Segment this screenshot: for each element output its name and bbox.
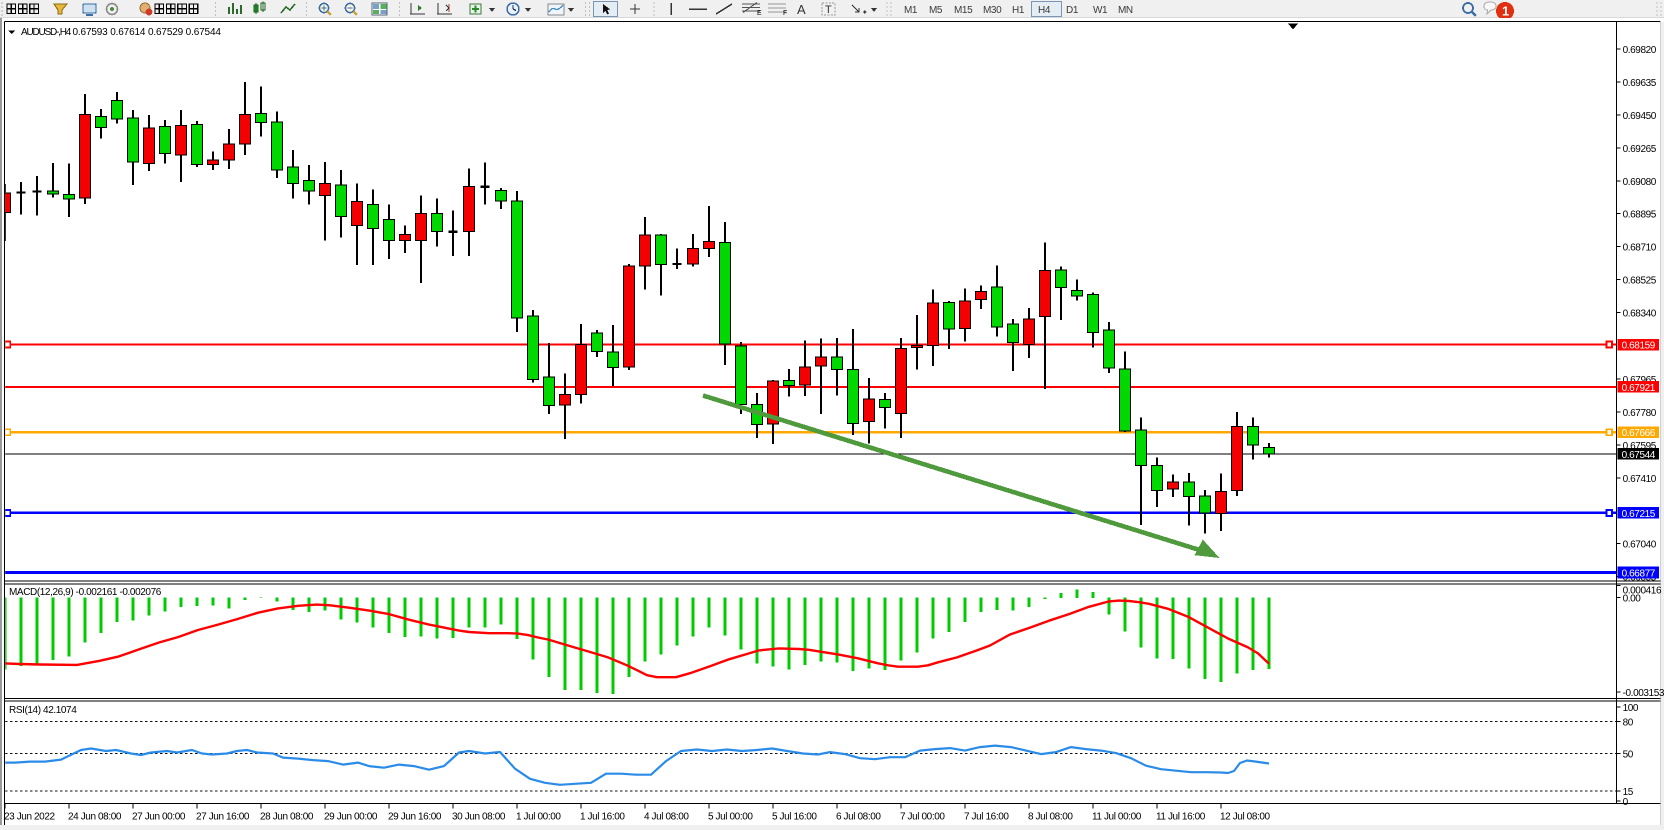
svg-text:80: 80 <box>1623 718 1634 729</box>
svg-text:11 Jul 16:00: 11 Jul 16:00 <box>1156 812 1206 823</box>
svg-text:0.69450: 0.69450 <box>1623 111 1657 122</box>
svg-text:0.68895: 0.68895 <box>1623 210 1657 221</box>
svg-text:7 Jul 16:00: 7 Jul 16:00 <box>964 812 1009 823</box>
svg-text:0.67593 0.67614 0.67529 0.6754: 0.67593 0.67614 0.67529 0.67544 <box>73 27 222 38</box>
svg-text:1 Jul 16:00: 1 Jul 16:00 <box>580 812 625 823</box>
svg-text:RSI(14) 42.1074: RSI(14) 42.1074 <box>9 705 77 716</box>
svg-text:M15: M15 <box>954 5 973 16</box>
svg-text:D1: D1 <box>1066 5 1079 16</box>
svg-text:-0.003153: -0.003153 <box>1623 688 1664 699</box>
svg-text:1: 1 <box>1502 4 1509 19</box>
svg-text:23 Jun 2022: 23 Jun 2022 <box>4 812 55 823</box>
svg-text:8 Jul 08:00: 8 Jul 08:00 <box>1028 812 1073 823</box>
svg-text:0.67666: 0.67666 <box>1622 428 1656 439</box>
svg-text:29 Jun 00:00: 29 Jun 00:00 <box>324 812 378 823</box>
svg-text:M5: M5 <box>929 5 943 16</box>
svg-text:W1: W1 <box>1093 5 1108 16</box>
svg-text:29 Jun 16:00: 29 Jun 16:00 <box>388 812 442 823</box>
svg-text:0.67544: 0.67544 <box>1622 450 1656 461</box>
svg-text:0.68710: 0.68710 <box>1623 243 1657 254</box>
svg-text:100: 100 <box>1623 703 1639 714</box>
svg-text:0.00: 0.00 <box>1623 593 1642 604</box>
svg-text:0.68525: 0.68525 <box>1623 275 1657 286</box>
svg-text:0.69080: 0.69080 <box>1623 177 1657 188</box>
svg-text:30 Jun 08:00: 30 Jun 08:00 <box>452 812 506 823</box>
svg-text:H4: H4 <box>1038 5 1051 16</box>
svg-text:4 Jul 08:00: 4 Jul 08:00 <box>644 812 689 823</box>
svg-text:28 Jun 08:00: 28 Jun 08:00 <box>260 812 314 823</box>
svg-text:M30: M30 <box>983 5 1002 16</box>
svg-text:M1: M1 <box>904 5 918 16</box>
svg-text:0.67410: 0.67410 <box>1623 474 1657 485</box>
svg-text:0.69820: 0.69820 <box>1623 45 1657 56</box>
svg-text:0.69265: 0.69265 <box>1623 144 1657 155</box>
svg-text:6 Jul 08:00: 6 Jul 08:00 <box>836 812 881 823</box>
svg-text:24 Jun 08:00: 24 Jun 08:00 <box>68 812 122 823</box>
svg-text:0.67965: 0.67965 <box>1623 375 1657 386</box>
svg-text:7 Jul 00:00: 7 Jul 00:00 <box>900 812 945 823</box>
svg-text:50: 50 <box>1623 750 1634 761</box>
svg-text:0.67215: 0.67215 <box>1622 509 1656 520</box>
svg-text:27 Jun 16:00: 27 Jun 16:00 <box>196 812 250 823</box>
svg-text:0.68159: 0.68159 <box>1622 341 1656 352</box>
svg-text:11 Jul 00:00: 11 Jul 00:00 <box>1092 812 1142 823</box>
svg-text:27 Jun 00:00: 27 Jun 00:00 <box>132 812 186 823</box>
svg-text:MN: MN <box>1118 5 1133 16</box>
svg-text:0.67595: 0.67595 <box>1623 441 1657 452</box>
svg-text:0.000416: 0.000416 <box>1623 586 1662 597</box>
svg-text:H1: H1 <box>1012 5 1025 16</box>
svg-text:MACD(12,26,9) -0.002161 -0.002: MACD(12,26,9) -0.002161 -0.002076 <box>9 587 162 598</box>
svg-text:12 Jul 08:00: 12 Jul 08:00 <box>1220 812 1271 823</box>
svg-text:F: F <box>783 10 787 17</box>
svg-text:0.69635: 0.69635 <box>1623 78 1657 89</box>
svg-text:A: A <box>797 2 806 17</box>
svg-text:5 Jul 00:00: 5 Jul 00:00 <box>708 812 753 823</box>
svg-text:AUDUSD-,H4: AUDUSD-,H4 <box>21 27 72 38</box>
svg-text:0: 0 <box>1623 797 1629 808</box>
svg-text:0.66877: 0.66877 <box>1622 569 1656 580</box>
svg-text:5 Jul 16:00: 5 Jul 16:00 <box>772 812 817 823</box>
svg-text:0.67921: 0.67921 <box>1622 383 1656 394</box>
svg-text:E: E <box>757 10 762 17</box>
svg-text:T: T <box>825 4 832 16</box>
svg-text:0.68340: 0.68340 <box>1623 308 1657 319</box>
svg-text:0.67780: 0.67780 <box>1623 408 1657 419</box>
svg-text:0.67040: 0.67040 <box>1623 540 1657 551</box>
svg-text:1 Jul 00:00: 1 Jul 00:00 <box>516 812 561 823</box>
svg-text:15: 15 <box>1623 787 1634 798</box>
